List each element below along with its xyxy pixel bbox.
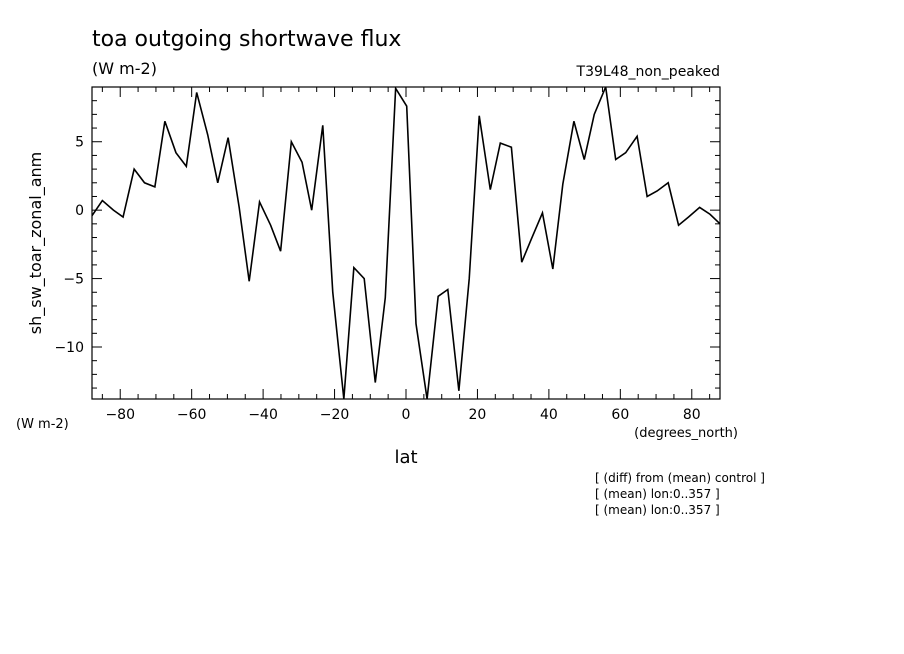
y-tick-label: −5 xyxy=(63,272,84,288)
series-line xyxy=(92,87,720,399)
y-units-label: (W m-2) xyxy=(16,417,69,432)
x-tick-labels: −80 −60 −40 −20 0 20 40 60 80 xyxy=(105,407,700,423)
y-tick-label: 5 xyxy=(75,135,84,151)
note-line: [ (mean) lon:0..357 ] xyxy=(595,503,720,517)
x-tick-label: 60 xyxy=(611,407,629,423)
y-tick-label: −10 xyxy=(54,340,84,356)
plot-frame xyxy=(91,86,721,400)
experiment-label: T39L48_non_peaked xyxy=(576,64,720,80)
y-tick-labels: −10 −5 0 5 xyxy=(54,135,84,356)
x-axis-label: lat xyxy=(394,447,417,468)
x-tick-label: 0 xyxy=(402,407,411,423)
note-line: [ (mean) lon:0..357 ] xyxy=(595,487,720,501)
y-tick-label: 0 xyxy=(75,203,84,219)
axis-ticks xyxy=(92,86,720,399)
x-tick-label: −20 xyxy=(320,407,350,423)
x-tick-label: 40 xyxy=(540,407,558,423)
chart-units: (W m-2) xyxy=(92,59,157,78)
y-axis-label: sh_sw_toar_zonal_anm xyxy=(26,152,46,334)
note-line: [ (diff) from (mean) control ] xyxy=(595,471,765,485)
x-tick-label: −60 xyxy=(177,407,207,423)
x-units-label: (degrees_north) xyxy=(634,426,738,441)
x-tick-label: 80 xyxy=(683,407,701,423)
chart-title: toa outgoing shortwave flux xyxy=(92,27,401,52)
x-tick-label: −40 xyxy=(248,407,278,423)
x-tick-label: 20 xyxy=(469,407,487,423)
x-tick-label: −80 xyxy=(105,407,135,423)
